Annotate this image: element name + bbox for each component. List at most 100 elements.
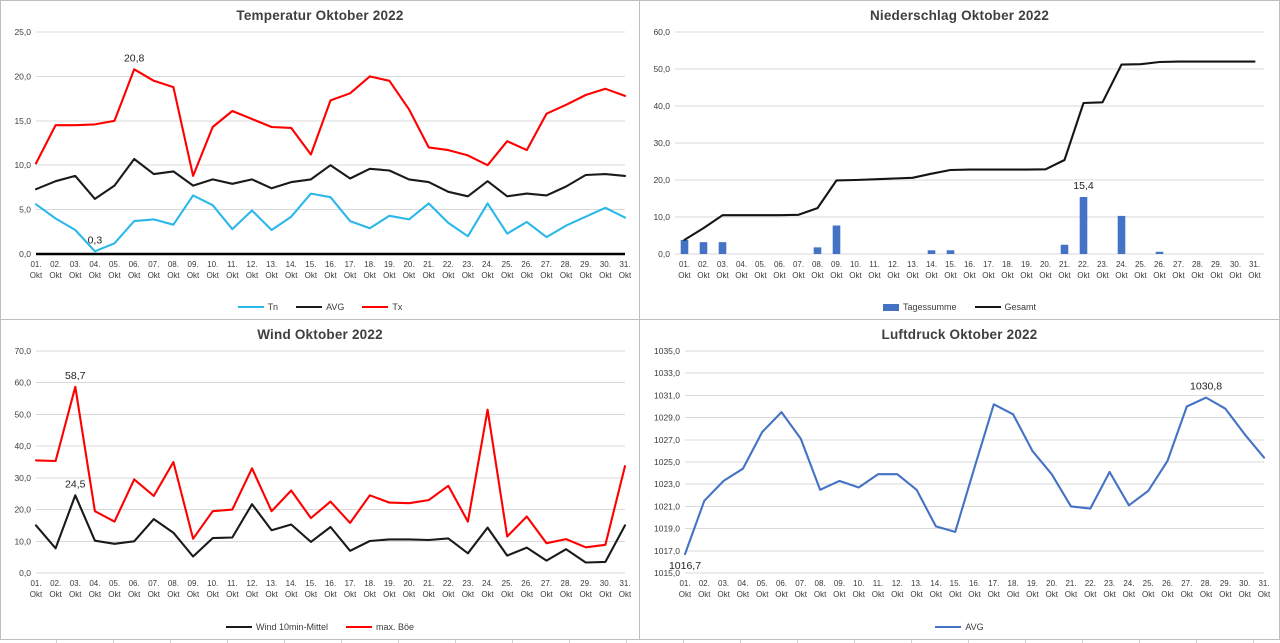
svg-text:Okt: Okt <box>1007 590 1020 599</box>
legend-label: Tagessumme <box>902 302 957 312</box>
legend-label: AVG <box>326 302 345 312</box>
y-axis-labels: 1015,0 1017,0 1019,0 1021,0 1023,0 1025,0 1027… <box>654 346 680 578</box>
svg-text:11.: 11. <box>873 579 884 588</box>
svg-text:12.: 12. <box>246 579 257 588</box>
legend-item-tn: Tn <box>237 302 278 312</box>
svg-text:22.: 22. <box>1078 260 1089 269</box>
svg-text:Okt: Okt <box>599 590 612 599</box>
svg-text:05.: 05. <box>755 260 766 269</box>
legend-item-tx: Tx <box>362 302 402 312</box>
chart-panel-luftdruck[interactable]: Luftdruck Oktober 2022 1015,0 1017,0 1019,… <box>640 320 1279 639</box>
chart-panel-niederschlag[interactable]: Niederschlag Oktober 2022 0,0 10,0 20,0 30,… <box>640 1 1279 319</box>
svg-text:25.: 25. <box>501 579 512 588</box>
svg-text:14.: 14. <box>930 579 941 588</box>
svg-text:Okt: Okt <box>206 271 219 280</box>
svg-text:Okt: Okt <box>167 271 180 280</box>
svg-text:Okt: Okt <box>29 271 42 280</box>
svg-text:03.: 03. <box>69 579 80 588</box>
svg-text:23.: 23. <box>462 579 473 588</box>
line-avg <box>34 157 626 200</box>
svg-text:10.: 10. <box>207 579 218 588</box>
svg-text:Okt: Okt <box>849 271 862 280</box>
svg-text:Okt: Okt <box>1191 271 1204 280</box>
svg-text:08.: 08. <box>812 260 823 269</box>
svg-text:29.: 29. <box>1220 579 1231 588</box>
wind-legend: Wind 10min-Mittel max. Böe <box>225 620 414 634</box>
svg-text:07.: 07. <box>793 260 804 269</box>
svg-text:05.: 05. <box>757 579 768 588</box>
chart-title-wind: Wind Oktober 2022 <box>257 327 383 342</box>
svg-text:20.: 20. <box>403 260 414 269</box>
svg-text:24.: 24. <box>1116 260 1127 269</box>
svg-text:Okt: Okt <box>754 271 767 280</box>
svg-text:Okt: Okt <box>1238 590 1251 599</box>
chart-panel-temperatur[interactable]: Temperatur Oktober 2022 0,0 5,0 10,0 15,0 20… <box>1 1 639 319</box>
svg-text:16.: 16. <box>969 579 980 588</box>
data-label: 58,7 <box>65 370 86 382</box>
svg-text:Okt: Okt <box>402 271 415 280</box>
svg-text:1027,0: 1027,0 <box>654 435 680 445</box>
svg-text:22.: 22. <box>442 260 453 269</box>
svg-text:Okt: Okt <box>500 271 513 280</box>
svg-text:Okt: Okt <box>147 271 160 280</box>
svg-text:01.: 01. <box>679 579 690 588</box>
bars-tagessumme <box>680 197 1164 254</box>
svg-text:20.: 20. <box>1046 579 1057 588</box>
legend-item-max-böe: max. Böe <box>346 622 414 632</box>
svg-text:18.: 18. <box>364 260 375 269</box>
svg-text:19.: 19. <box>1021 260 1032 269</box>
svg-text:07.: 07. <box>795 579 806 588</box>
svg-text:14.: 14. <box>926 260 937 269</box>
svg-text:Okt: Okt <box>1172 271 1185 280</box>
gridlines <box>35 350 625 574</box>
svg-text:01.: 01. <box>679 260 690 269</box>
svg-text:Okt: Okt <box>988 590 1001 599</box>
svg-text:50,0: 50,0 <box>653 64 670 74</box>
svg-text:27.: 27. <box>540 260 551 269</box>
svg-text:26.: 26. <box>521 260 532 269</box>
svg-text:Okt: Okt <box>245 271 258 280</box>
svg-text:06.: 06. <box>128 579 139 588</box>
svg-text:1031,0: 1031,0 <box>654 390 680 400</box>
svg-text:Okt: Okt <box>206 590 219 599</box>
svg-text:Okt: Okt <box>579 271 592 280</box>
svg-text:25.: 25. <box>501 260 512 269</box>
svg-text:Okt: Okt <box>982 271 995 280</box>
svg-text:1017,0: 1017,0 <box>654 546 680 556</box>
svg-text:29.: 29. <box>580 579 591 588</box>
svg-text:01.: 01. <box>30 579 41 588</box>
svg-text:Okt: Okt <box>579 590 592 599</box>
svg-text:Okt: Okt <box>930 590 943 599</box>
niederschlag-plot: 0,010,020,030,040,050,060,001.Okt02.Okt0… <box>653 27 1264 280</box>
svg-text:26.: 26. <box>1154 260 1165 269</box>
svg-text:Okt: Okt <box>226 590 239 599</box>
svg-text:21.: 21. <box>423 579 434 588</box>
svg-text:Okt: Okt <box>147 590 160 599</box>
svg-text:21.: 21. <box>423 260 434 269</box>
x-axis-labels: 01. Okt 02. Okt 03. Okt 04. Okt 05. Okt 06. Okt 07. O… <box>679 579 1271 599</box>
svg-text:Okt: Okt <box>1065 590 1078 599</box>
svg-text:Okt: Okt <box>167 590 180 599</box>
svg-text:18.: 18. <box>1002 260 1013 269</box>
svg-text:14.: 14. <box>285 260 296 269</box>
svg-text:Okt: Okt <box>481 590 494 599</box>
x-axis-labels: 01. Okt 02. Okt 03. Okt 04. Okt 05. Okt 06. Okt 07. O… <box>678 260 1261 280</box>
svg-text:31.: 31. <box>1258 579 1269 588</box>
data-label: 1030,8 <box>1190 381 1222 393</box>
svg-text:26.: 26. <box>521 579 532 588</box>
svg-text:01.: 01. <box>30 260 41 269</box>
svg-text:30,0: 30,0 <box>14 473 31 483</box>
svg-text:Okt: Okt <box>186 271 199 280</box>
svg-text:Okt: Okt <box>1134 271 1147 280</box>
niederschlag-legend: Tagessumme Gesamt <box>882 300 1036 314</box>
svg-text:07.: 07. <box>148 579 159 588</box>
svg-text:24.: 24. <box>482 260 493 269</box>
svg-text:Okt: Okt <box>1077 271 1090 280</box>
chart-panel-wind[interactable]: Wind Oktober 2022 0,0 10,0 20,0 30,0 40,0 50,… <box>1 320 639 639</box>
svg-text:Okt: Okt <box>442 271 455 280</box>
legend-item-wind-10min-mittel: Wind 10min-Mittel <box>225 622 328 632</box>
svg-text:03.: 03. <box>718 579 729 588</box>
line-swatch-icon <box>225 625 252 629</box>
svg-text:Okt: Okt <box>304 590 317 599</box>
svg-text:Okt: Okt <box>343 590 356 599</box>
